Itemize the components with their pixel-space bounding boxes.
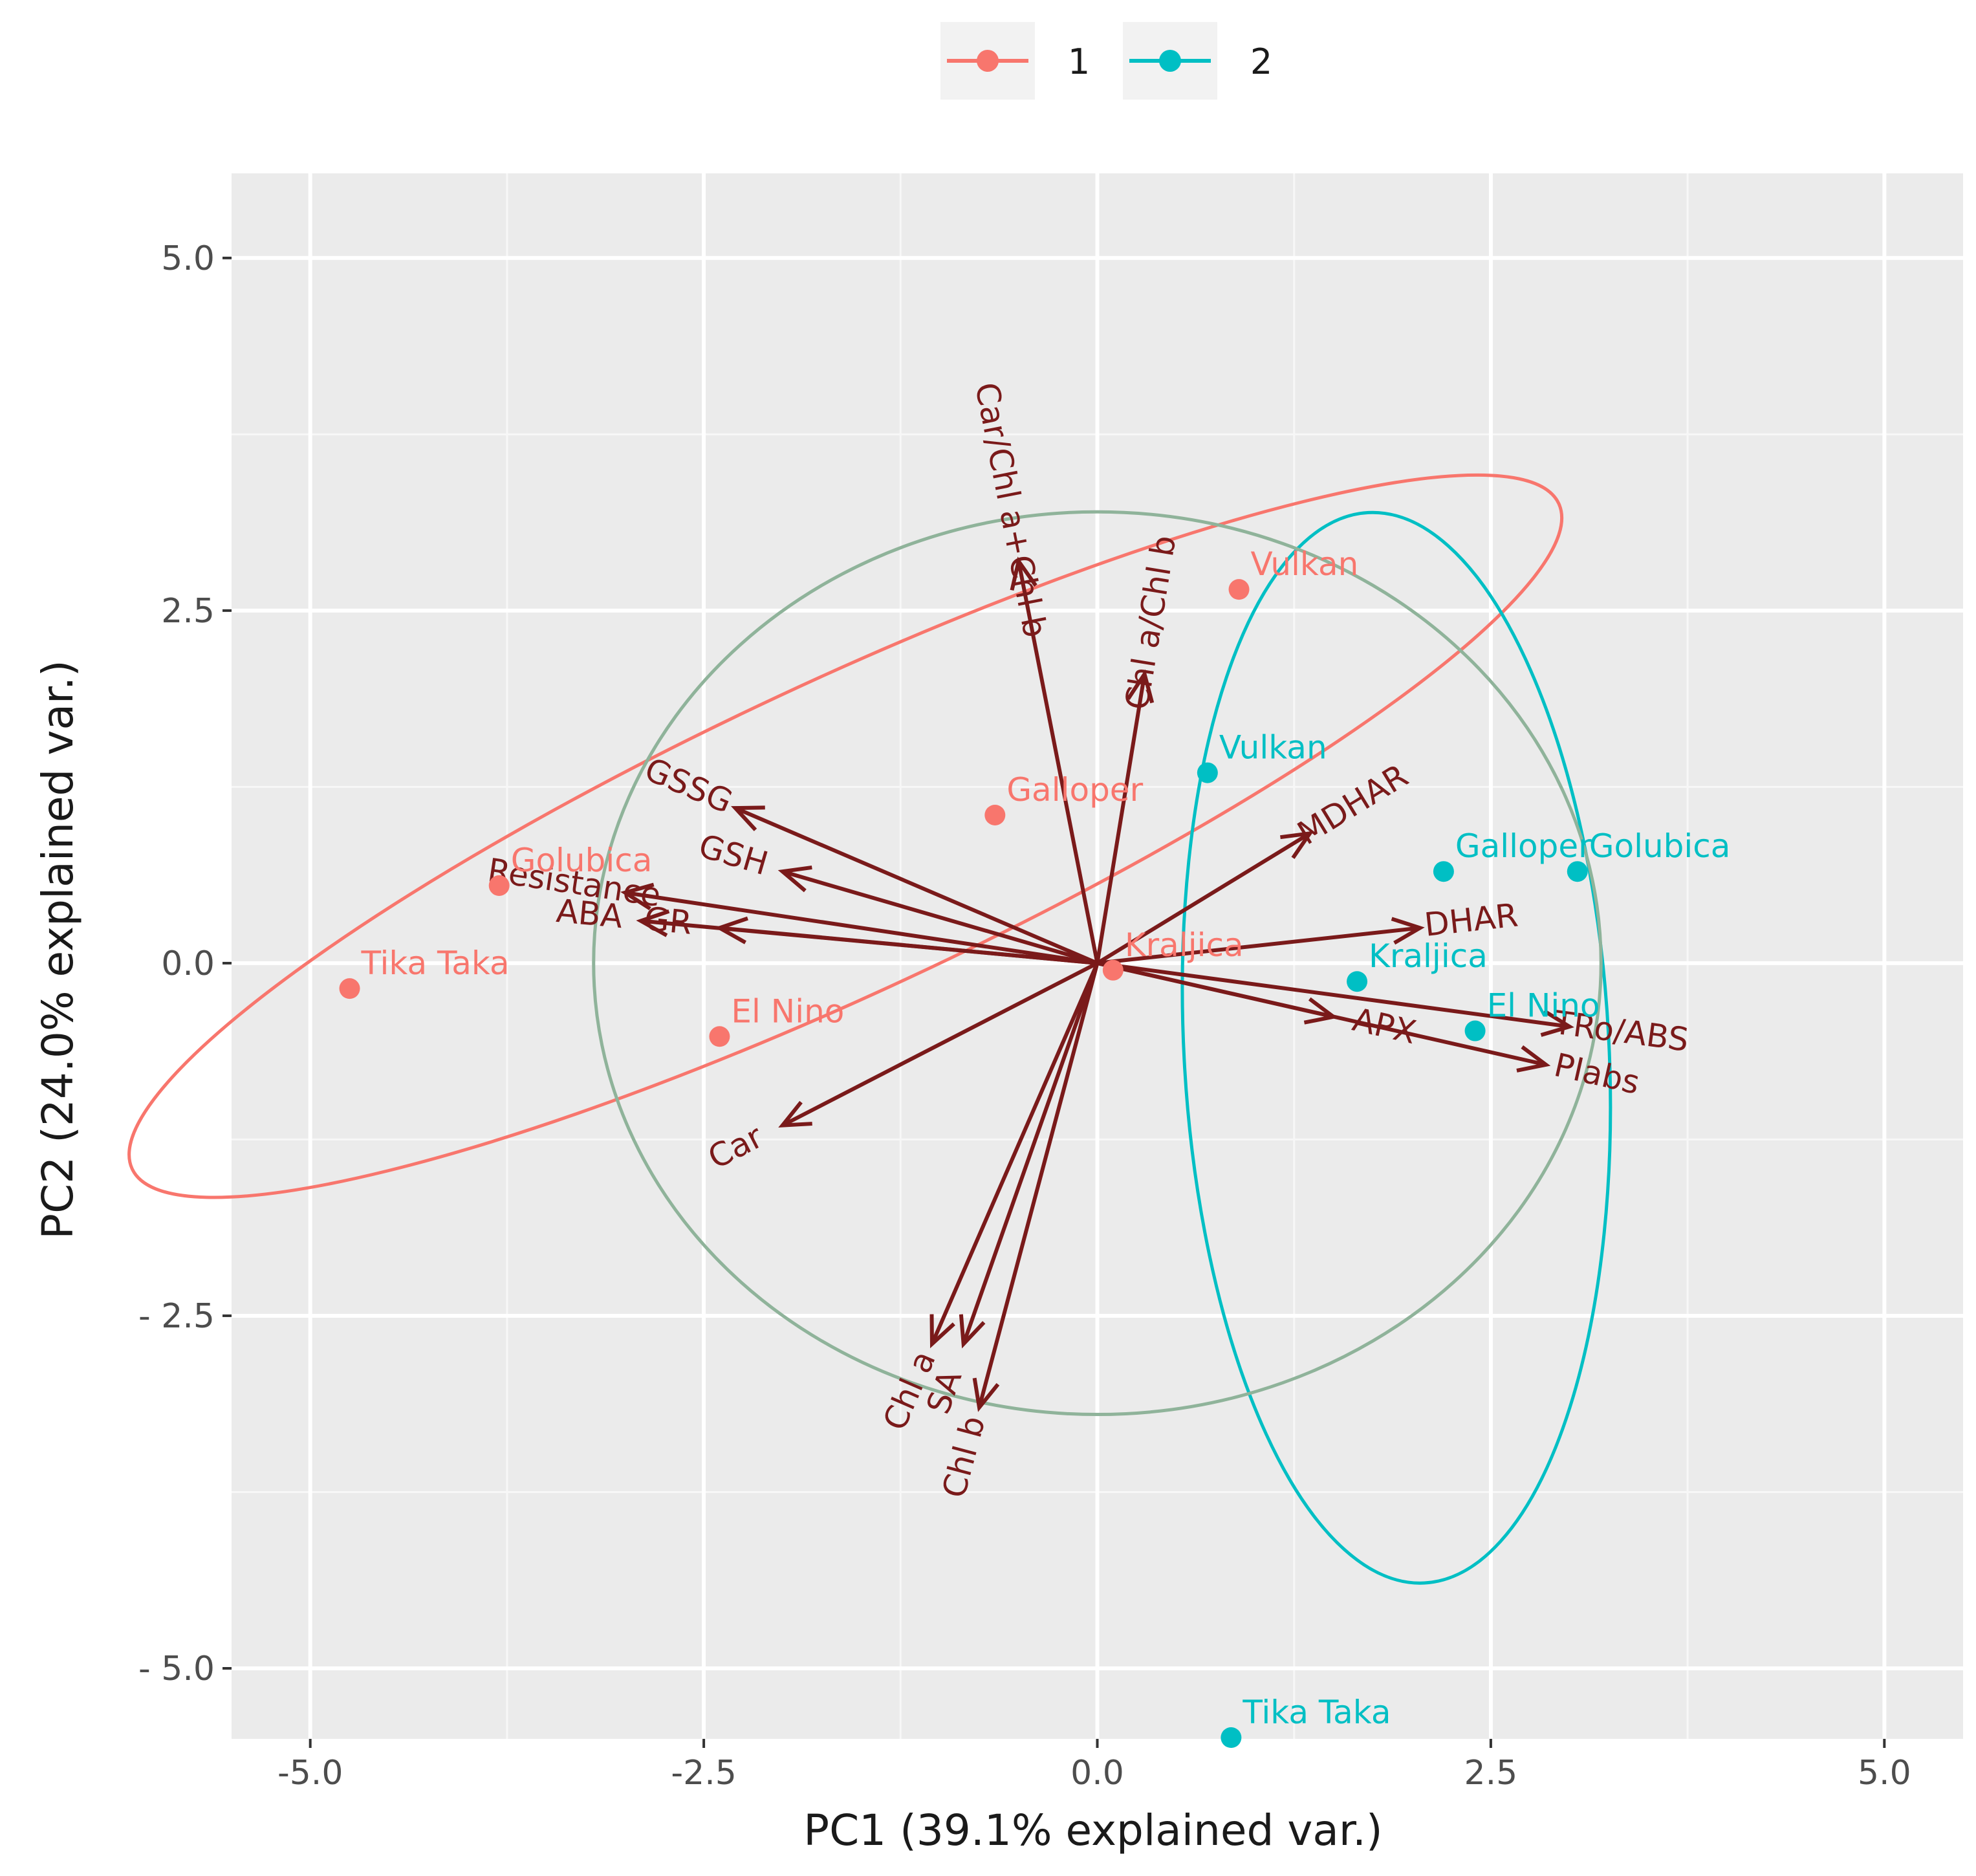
legend-dot-1 xyxy=(977,50,999,72)
ellipse-layer xyxy=(127,473,1612,1585)
point-label: El Nino xyxy=(1487,987,1600,1025)
point-label: Golubica xyxy=(511,842,653,879)
ellipse-1 xyxy=(127,473,1564,1199)
loading-arrow-head xyxy=(777,865,812,893)
loading-arrow-head xyxy=(1516,1045,1551,1073)
point-label: Tika Taka xyxy=(1242,1694,1391,1731)
point-label: Golubica xyxy=(1589,827,1731,865)
ellipse-correlation-circle xyxy=(592,510,1603,1417)
loading-arrow-head xyxy=(715,916,748,944)
point-group-2 xyxy=(1464,1020,1486,1042)
point-group-2 xyxy=(1433,861,1454,882)
loading-arrow-shaft xyxy=(624,890,1098,965)
point-label: Kraljica xyxy=(1369,937,1488,975)
loading-arrow-head xyxy=(636,909,670,937)
ellipse-2 xyxy=(1180,510,1612,1585)
loading-arrow-shaft xyxy=(961,962,1100,1345)
x-tick-label: -2.5 xyxy=(671,1754,736,1793)
point-label: Vulkan xyxy=(1219,729,1327,767)
point-label: Galloper xyxy=(1006,771,1143,809)
loading-arrow-head xyxy=(1280,831,1314,859)
point-group-1 xyxy=(339,978,360,999)
legend-label-1: 1 xyxy=(1068,41,1090,82)
legend-label-2: 2 xyxy=(1250,41,1272,82)
x-tick-label: -5.0 xyxy=(277,1754,343,1793)
point-label: Tika Taka xyxy=(361,944,510,982)
point-group-1 xyxy=(1228,579,1250,600)
loading-arrow-shaft xyxy=(1096,961,1547,1067)
point-group-1 xyxy=(1102,959,1124,981)
loading-arrow-head xyxy=(1126,669,1155,704)
point-label: Kraljica xyxy=(1125,926,1244,964)
loading-arrow-shaft xyxy=(781,961,1098,1128)
loading-arrow-shaft xyxy=(719,926,1098,965)
loading-arrow-head xyxy=(1010,556,1037,591)
loading-arrow-shaft xyxy=(1097,926,1420,965)
axes: -5.0 -2.5 0.0 2.5 5.0 5.0 2.5 0.0 - 2.5 - 5.0 xyxy=(138,239,1911,1793)
point-group-1 xyxy=(984,804,1006,825)
loading-arrow-head xyxy=(731,805,765,831)
loading-arrow-shaft xyxy=(734,806,1098,965)
loading-arrow-shaft xyxy=(1095,673,1147,964)
loading-arrow-shaft xyxy=(930,962,1100,1345)
point-label: Vulkan xyxy=(1251,545,1359,583)
loading-arrow-head xyxy=(620,882,655,911)
point-group-1 xyxy=(488,875,510,896)
loading-arrow-shaft xyxy=(977,963,1100,1408)
point-label: Galloper xyxy=(1455,827,1592,865)
point-label: El Nino xyxy=(731,992,844,1030)
x-tick-label: 5.0 xyxy=(1858,1754,1911,1793)
point-group-2 xyxy=(1567,861,1588,882)
y-tick-label: 5.0 xyxy=(161,239,215,278)
legend-dot-2 xyxy=(1159,50,1181,72)
y-tick-label: 2.5 xyxy=(161,592,215,631)
loading-arrow-head xyxy=(1391,917,1425,945)
point-group-1 xyxy=(709,1026,730,1047)
y-axis-title: PC2 (24.0% explained var.) xyxy=(33,660,83,1239)
loading-arrow-shaft xyxy=(1096,831,1311,965)
x-tick-label: 0.0 xyxy=(1070,1754,1124,1793)
loading-arrow-head xyxy=(1540,1009,1574,1037)
loading-arrow-head xyxy=(972,1377,1000,1412)
loading-arrow-shaft xyxy=(781,869,1098,965)
legend: 1 2 xyxy=(940,22,1272,100)
y-tick-label: - 2.5 xyxy=(138,1297,215,1336)
point-group-2 xyxy=(1221,1727,1242,1748)
loading-arrow-head xyxy=(778,1100,812,1128)
x-axis-title: PC1 (39.1% explained var.) xyxy=(803,1805,1382,1855)
loading-arrow-shaft xyxy=(1097,961,1570,1029)
x-tick-label: 2.5 xyxy=(1464,1754,1518,1793)
point-group-2 xyxy=(1347,971,1368,992)
loading-arrow-shaft xyxy=(1016,560,1100,964)
point-group-2 xyxy=(1197,762,1218,783)
loading-label: GR xyxy=(643,900,694,942)
loading-label: ABA xyxy=(555,892,625,935)
y-tick-label: - 5.0 xyxy=(138,1650,215,1688)
loading-arrow-head xyxy=(929,1314,955,1349)
y-tick-label: 0.0 xyxy=(161,944,215,983)
loading-arrow-head xyxy=(959,1314,986,1349)
